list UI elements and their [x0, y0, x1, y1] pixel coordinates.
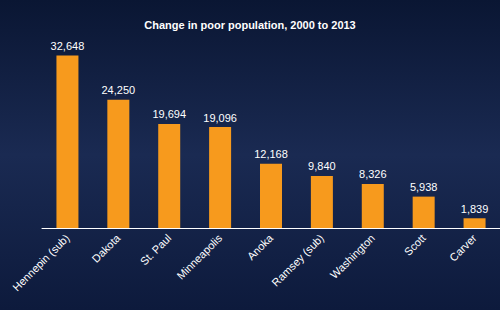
svg-text:5,938: 5,938 — [410, 181, 438, 193]
svg-text:12,168: 12,168 — [254, 148, 288, 160]
svg-text:Carver: Carver — [447, 232, 479, 264]
svg-text:Hennepin (sub): Hennepin (sub) — [10, 232, 72, 294]
svg-text:Change in poor population, 200: Change in poor population, 2000 to 2013 — [144, 19, 355, 31]
svg-text:1,839: 1,839 — [461, 203, 489, 215]
svg-text:19,096: 19,096 — [203, 112, 237, 124]
svg-text:Anoka: Anoka — [245, 231, 276, 262]
svg-text:Scott: Scott — [402, 232, 428, 258]
svg-text:Ramsey (sub): Ramsey (sub) — [269, 232, 326, 289]
svg-text:Minneapolis: Minneapolis — [174, 231, 224, 281]
svg-text:8,326: 8,326 — [359, 168, 387, 180]
svg-text:19,694: 19,694 — [152, 108, 186, 120]
svg-text:Dakota: Dakota — [89, 231, 123, 265]
svg-text:9,840: 9,840 — [308, 160, 336, 172]
svg-text:Washington: Washington — [328, 232, 377, 281]
svg-text:24,250: 24,250 — [102, 84, 136, 96]
svg-text:St. Paul: St. Paul — [138, 232, 174, 268]
svg-text:32,648: 32,648 — [51, 40, 85, 52]
